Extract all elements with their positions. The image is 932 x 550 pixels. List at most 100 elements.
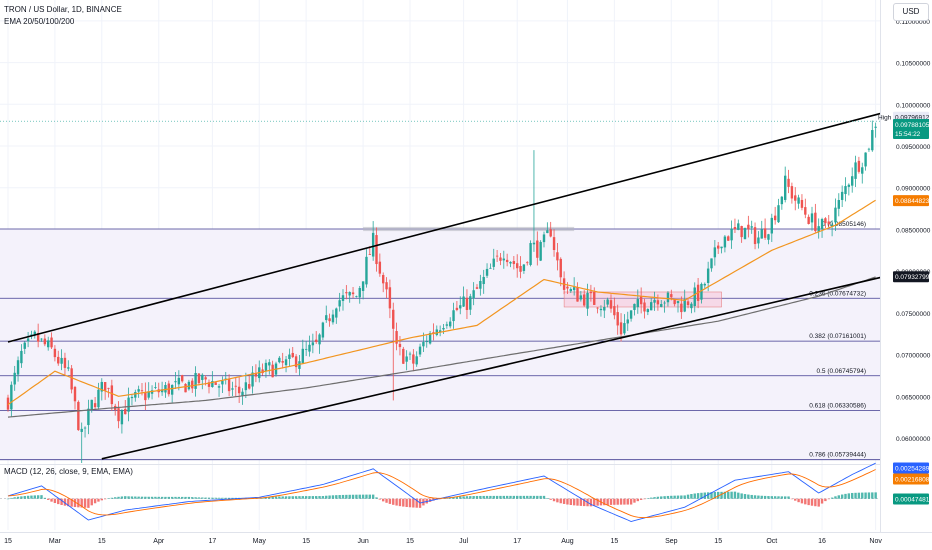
candle xyxy=(308,335,311,357)
candle-body xyxy=(773,215,777,221)
macd-hist-bar xyxy=(670,495,673,499)
candle xyxy=(854,155,857,187)
chart-title: TRON / US Dollar, 1D, BINANCE xyxy=(4,5,122,14)
candle-body xyxy=(673,299,676,305)
macd-hist-bar xyxy=(355,494,358,499)
candle-body xyxy=(840,191,844,200)
macd-hist-bar xyxy=(298,496,301,499)
candle xyxy=(130,394,134,406)
candle-body xyxy=(871,130,874,151)
macd-hist-bar xyxy=(73,498,77,508)
candle-body xyxy=(140,390,144,392)
candle-body xyxy=(13,372,16,385)
signal-value-label-text: 0.00216808 xyxy=(895,477,930,484)
macd-hist-bar xyxy=(325,495,328,499)
candle xyxy=(569,287,572,293)
candle-body xyxy=(807,216,810,224)
candle xyxy=(780,195,784,210)
candle-body xyxy=(392,309,395,329)
candle-body xyxy=(160,389,164,393)
candle xyxy=(271,360,274,378)
macd-hist-bar xyxy=(629,498,633,505)
candle xyxy=(315,331,318,344)
candle-body xyxy=(127,397,130,412)
macd-hist-bar xyxy=(43,497,47,499)
candle xyxy=(117,401,120,429)
macd-hist-bar xyxy=(217,497,221,499)
macd-hist-bar xyxy=(660,496,663,499)
macd-hist-bar xyxy=(335,495,338,499)
candle-body xyxy=(579,295,583,300)
candle xyxy=(800,194,804,211)
macd-hist-bar xyxy=(787,496,790,499)
candle xyxy=(770,213,773,242)
candle xyxy=(844,177,847,202)
candle-body xyxy=(824,218,827,224)
candle xyxy=(613,297,616,320)
candle xyxy=(566,282,569,294)
macd-hist-bar xyxy=(807,498,810,506)
candle-body xyxy=(740,226,743,238)
macd-hist-bar xyxy=(231,497,234,499)
macd-hist-bar xyxy=(576,498,579,506)
candle-body xyxy=(867,148,871,150)
candle-body xyxy=(338,300,341,307)
candle-body xyxy=(408,353,412,355)
macd-hist-bar xyxy=(144,496,147,499)
candle xyxy=(10,381,13,417)
macd-hist-bar xyxy=(184,496,187,499)
candle xyxy=(304,341,308,357)
candle-body xyxy=(576,287,579,302)
macd-line xyxy=(7,462,876,522)
macd-hist-bar xyxy=(505,495,509,499)
currency-button[interactable]: USD xyxy=(893,3,929,21)
macd-hist-bar xyxy=(834,496,837,499)
candle-body xyxy=(495,255,499,257)
macd-hist-bar xyxy=(840,494,844,499)
candle-body xyxy=(110,385,114,405)
candle-body xyxy=(214,382,217,385)
macd-hist-bar xyxy=(710,492,713,499)
macd-hist-bar xyxy=(408,498,412,508)
candle-body xyxy=(77,401,80,431)
candle xyxy=(147,382,150,400)
candle-body xyxy=(532,242,536,245)
macd-hist-bar xyxy=(361,494,365,499)
candle-body xyxy=(583,294,586,306)
candle-body xyxy=(509,261,512,264)
candle xyxy=(371,221,375,261)
candle-body xyxy=(730,228,733,241)
candle xyxy=(763,218,767,240)
macd-hist-bar xyxy=(740,493,743,499)
candle-body xyxy=(713,247,717,258)
candle xyxy=(415,351,418,367)
candle-body xyxy=(241,391,244,397)
candle xyxy=(428,330,432,345)
candle-body xyxy=(164,384,167,393)
macd-hist-bar xyxy=(392,498,395,505)
candle-body xyxy=(556,252,559,261)
candle xyxy=(693,282,696,313)
macd-hist-bar xyxy=(294,496,298,499)
candle xyxy=(120,409,124,434)
macd-hist-bar xyxy=(583,498,586,507)
candle-body xyxy=(197,373,201,384)
macd-hist-bar xyxy=(810,498,814,506)
fib-level-label: 0.236 (0.07674732) xyxy=(809,290,866,297)
candle-body xyxy=(211,381,214,388)
candle xyxy=(378,253,382,277)
candle-body xyxy=(559,258,562,278)
macd-hist-bar xyxy=(6,498,10,500)
candle-body xyxy=(318,334,321,345)
macd-hist-bar xyxy=(107,498,110,499)
macd-hist-bar xyxy=(703,492,706,499)
macd-hist-bar xyxy=(572,498,576,506)
candle-body xyxy=(643,302,646,312)
candle xyxy=(810,206,814,231)
macd-hist-bar xyxy=(690,494,693,499)
candle xyxy=(532,150,536,252)
candle xyxy=(127,387,130,422)
macd-hist-bar xyxy=(221,497,224,499)
